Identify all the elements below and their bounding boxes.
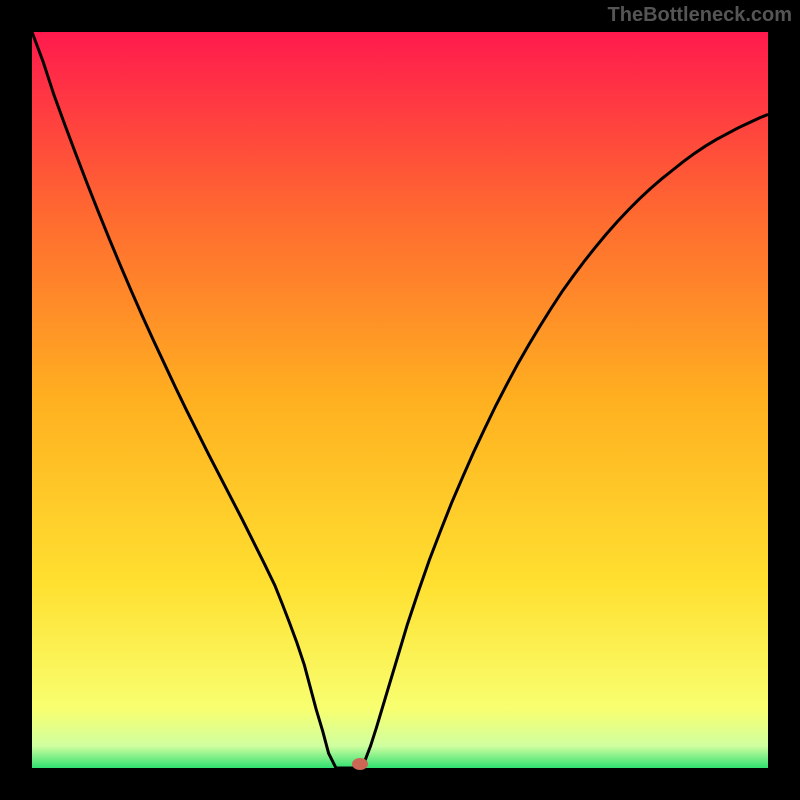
bottleneck-curve xyxy=(32,32,768,768)
plot-area xyxy=(32,32,768,768)
watermark-text: TheBottleneck.com xyxy=(608,4,792,27)
curve-svg xyxy=(32,32,768,768)
optimal-marker xyxy=(352,758,368,770)
